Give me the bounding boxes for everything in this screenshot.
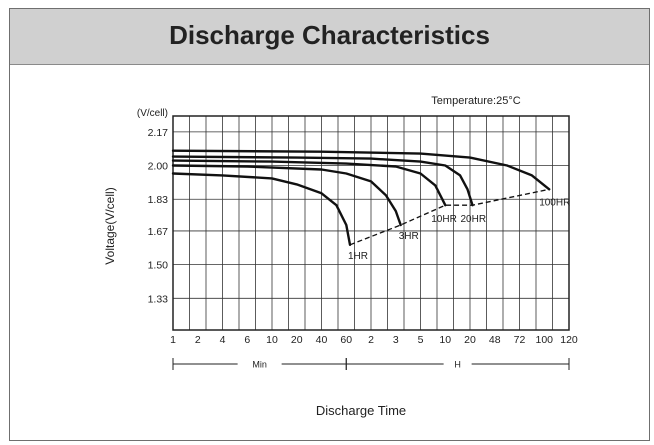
series-label-100hr: 100HR [539, 197, 570, 208]
y-tick-label: 2.17 [148, 127, 169, 139]
x-tick-label: 3 [393, 334, 399, 346]
series-label-20hr: 20HR [460, 214, 486, 225]
x-axis-label: Discharge Time [316, 403, 406, 418]
range-label-min: Min [252, 360, 267, 370]
end-voltage-line [349, 188, 550, 246]
x-tick-label: 1 [170, 334, 176, 346]
y-axis-label: Voltage(V/cell) [103, 187, 117, 264]
series-label-1hr: 1HR [348, 251, 368, 262]
x-range-brackets: Min H [172, 358, 570, 370]
x-tick-label: 4 [220, 334, 226, 346]
series-label-10hr: 10HR [431, 214, 457, 225]
temperature-annotation: Temperature:25°C [431, 95, 520, 107]
chart-labels: 2.17 2.00 1.83 1.67 1.50 1.33 1 2 4 6 10 20 40 60 2 3 5 1… [148, 127, 578, 346]
header-bar: Discharge Characteristics [10, 9, 649, 65]
x-tick-label: 10 [266, 334, 278, 346]
plot-border [172, 115, 570, 331]
discharge-curve-1hr [171, 172, 352, 246]
y-tick-label: 1.83 [148, 194, 169, 206]
x-tick-label: 48 [489, 334, 501, 346]
page-title: Discharge Characteristics [169, 20, 490, 50]
x-tick-label: 5 [418, 334, 424, 346]
range-label-h: H [454, 360, 461, 370]
y-unit-label: (V/cell) [137, 108, 168, 119]
x-tick-label: 100 [535, 334, 553, 346]
discharge-curve-3hr [171, 164, 402, 227]
chart-grid [173, 116, 569, 330]
y-tick-label: 1.67 [148, 226, 169, 238]
x-tick-label: 2 [368, 334, 374, 346]
y-tick-label: 1.33 [148, 293, 169, 305]
y-tick-label: 1.50 [148, 260, 169, 272]
x-tick-label: 60 [340, 334, 352, 346]
discharge-curves: 1HR 3HR 10HR 20HR 100HR [171, 149, 570, 262]
x-tick-label: 2 [195, 334, 201, 346]
x-tick-label: 20 [291, 334, 303, 346]
chart-frame: Discharge Characteristics [9, 8, 650, 441]
discharge-curve-100hr [171, 149, 551, 191]
y-tick-label: 2.00 [148, 161, 169, 173]
x-tick-label: 120 [560, 334, 578, 346]
x-tick-label: 6 [244, 334, 250, 346]
discharge-curve-10hr [171, 159, 447, 207]
x-tick-label: 72 [514, 334, 526, 346]
discharge-curve-20hr [171, 155, 474, 207]
x-tick-label: 10 [439, 334, 451, 346]
series-label-3hr: 3HR [399, 231, 419, 242]
x-tick-label: 20 [464, 334, 476, 346]
x-tick-label: 40 [316, 334, 328, 346]
